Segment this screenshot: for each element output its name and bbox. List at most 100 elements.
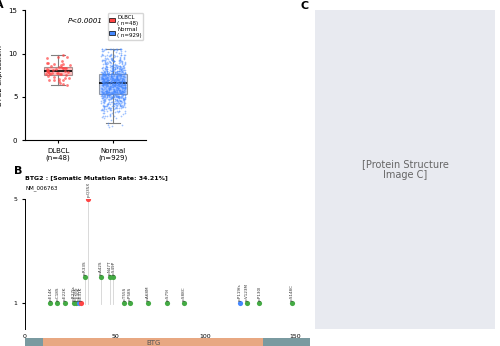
Point: [119, 90, 127, 95]
Point: [46, 300, 54, 306]
Point: [106, 52, 114, 58]
Point: [117, 103, 125, 109]
Point: [102, 60, 110, 66]
Point: [114, 94, 122, 100]
Text: NM_006763: NM_006763: [25, 186, 58, 191]
Point: [120, 72, 128, 77]
Point: [42, 71, 50, 76]
Point: [108, 67, 116, 72]
Point: [108, 70, 116, 75]
Point: [100, 92, 108, 97]
Point: [50, 61, 58, 66]
Point: [113, 93, 121, 99]
Point: [103, 60, 111, 65]
Point: [108, 82, 116, 87]
Point: [113, 89, 121, 95]
Point: [110, 82, 118, 88]
Point: [120, 61, 128, 67]
Point: [112, 88, 120, 93]
Point: [108, 91, 116, 97]
Point: [104, 74, 112, 80]
Point: [44, 69, 52, 74]
Point: [106, 47, 114, 52]
Point: [110, 66, 118, 72]
Point: [119, 67, 127, 73]
Point: [120, 78, 128, 84]
Point: [98, 90, 106, 95]
Point: [98, 93, 106, 99]
Point: [102, 75, 110, 81]
Point: [117, 64, 125, 70]
Point: [112, 102, 120, 107]
Point: [99, 79, 107, 85]
Point: [102, 72, 110, 78]
Point: [98, 73, 106, 79]
Point: [108, 69, 116, 74]
Point: [116, 75, 124, 81]
Point: [112, 89, 120, 94]
Point: [62, 75, 70, 81]
Point: [110, 78, 118, 84]
Point: [108, 74, 116, 79]
Point: [104, 78, 112, 84]
Point: [59, 65, 67, 71]
Point: [109, 84, 117, 90]
Point: [120, 97, 128, 102]
Point: [101, 93, 109, 99]
Point: [117, 53, 125, 58]
Point: [116, 47, 124, 52]
Point: [97, 70, 105, 75]
Y-axis label: BTG2 expressiom: BTG2 expressiom: [0, 45, 3, 106]
Text: p.P130I: p.P130I: [258, 285, 262, 301]
Point: [98, 47, 106, 52]
Point: [112, 109, 120, 115]
Point: [120, 88, 128, 94]
Point: [118, 91, 126, 97]
Point: [104, 78, 112, 83]
Point: [104, 53, 112, 59]
Point: [77, 300, 85, 306]
Point: [105, 97, 113, 102]
Point: [110, 86, 118, 92]
Point: [115, 57, 123, 63]
Point: [114, 77, 122, 82]
Point: [104, 77, 112, 83]
Point: [98, 70, 106, 76]
Point: [110, 80, 118, 85]
Point: [118, 105, 126, 110]
Point: [58, 71, 66, 77]
Text: BTG2 : [Somatic Mutation Rate: 34.21%]: BTG2 : [Somatic Mutation Rate: 34.21%]: [25, 175, 168, 180]
Point: [98, 91, 106, 97]
Point: [103, 52, 111, 57]
Point: [121, 68, 129, 73]
Point: [104, 101, 112, 107]
Point: [121, 96, 129, 101]
Point: [104, 78, 112, 83]
Point: [112, 90, 120, 95]
Point: [106, 76, 114, 82]
Point: [164, 300, 172, 306]
Point: [103, 66, 111, 72]
Point: [104, 81, 112, 86]
Point: [100, 73, 108, 79]
Point: [98, 74, 106, 79]
Point: [112, 90, 120, 96]
Point: [104, 120, 112, 125]
Point: [66, 62, 74, 68]
Point: [101, 72, 109, 78]
Point: [104, 80, 112, 85]
Point: [99, 76, 107, 82]
Point: [100, 76, 108, 82]
Point: [101, 70, 109, 75]
Point: [113, 74, 121, 80]
Point: [112, 74, 120, 80]
Text: A: A: [0, 0, 4, 10]
Point: [116, 87, 124, 93]
Point: [109, 81, 117, 86]
Point: [100, 77, 108, 83]
Point: [121, 79, 129, 84]
Point: [100, 91, 108, 97]
Point: [120, 98, 128, 103]
Point: [98, 86, 106, 92]
Point: [113, 76, 121, 82]
